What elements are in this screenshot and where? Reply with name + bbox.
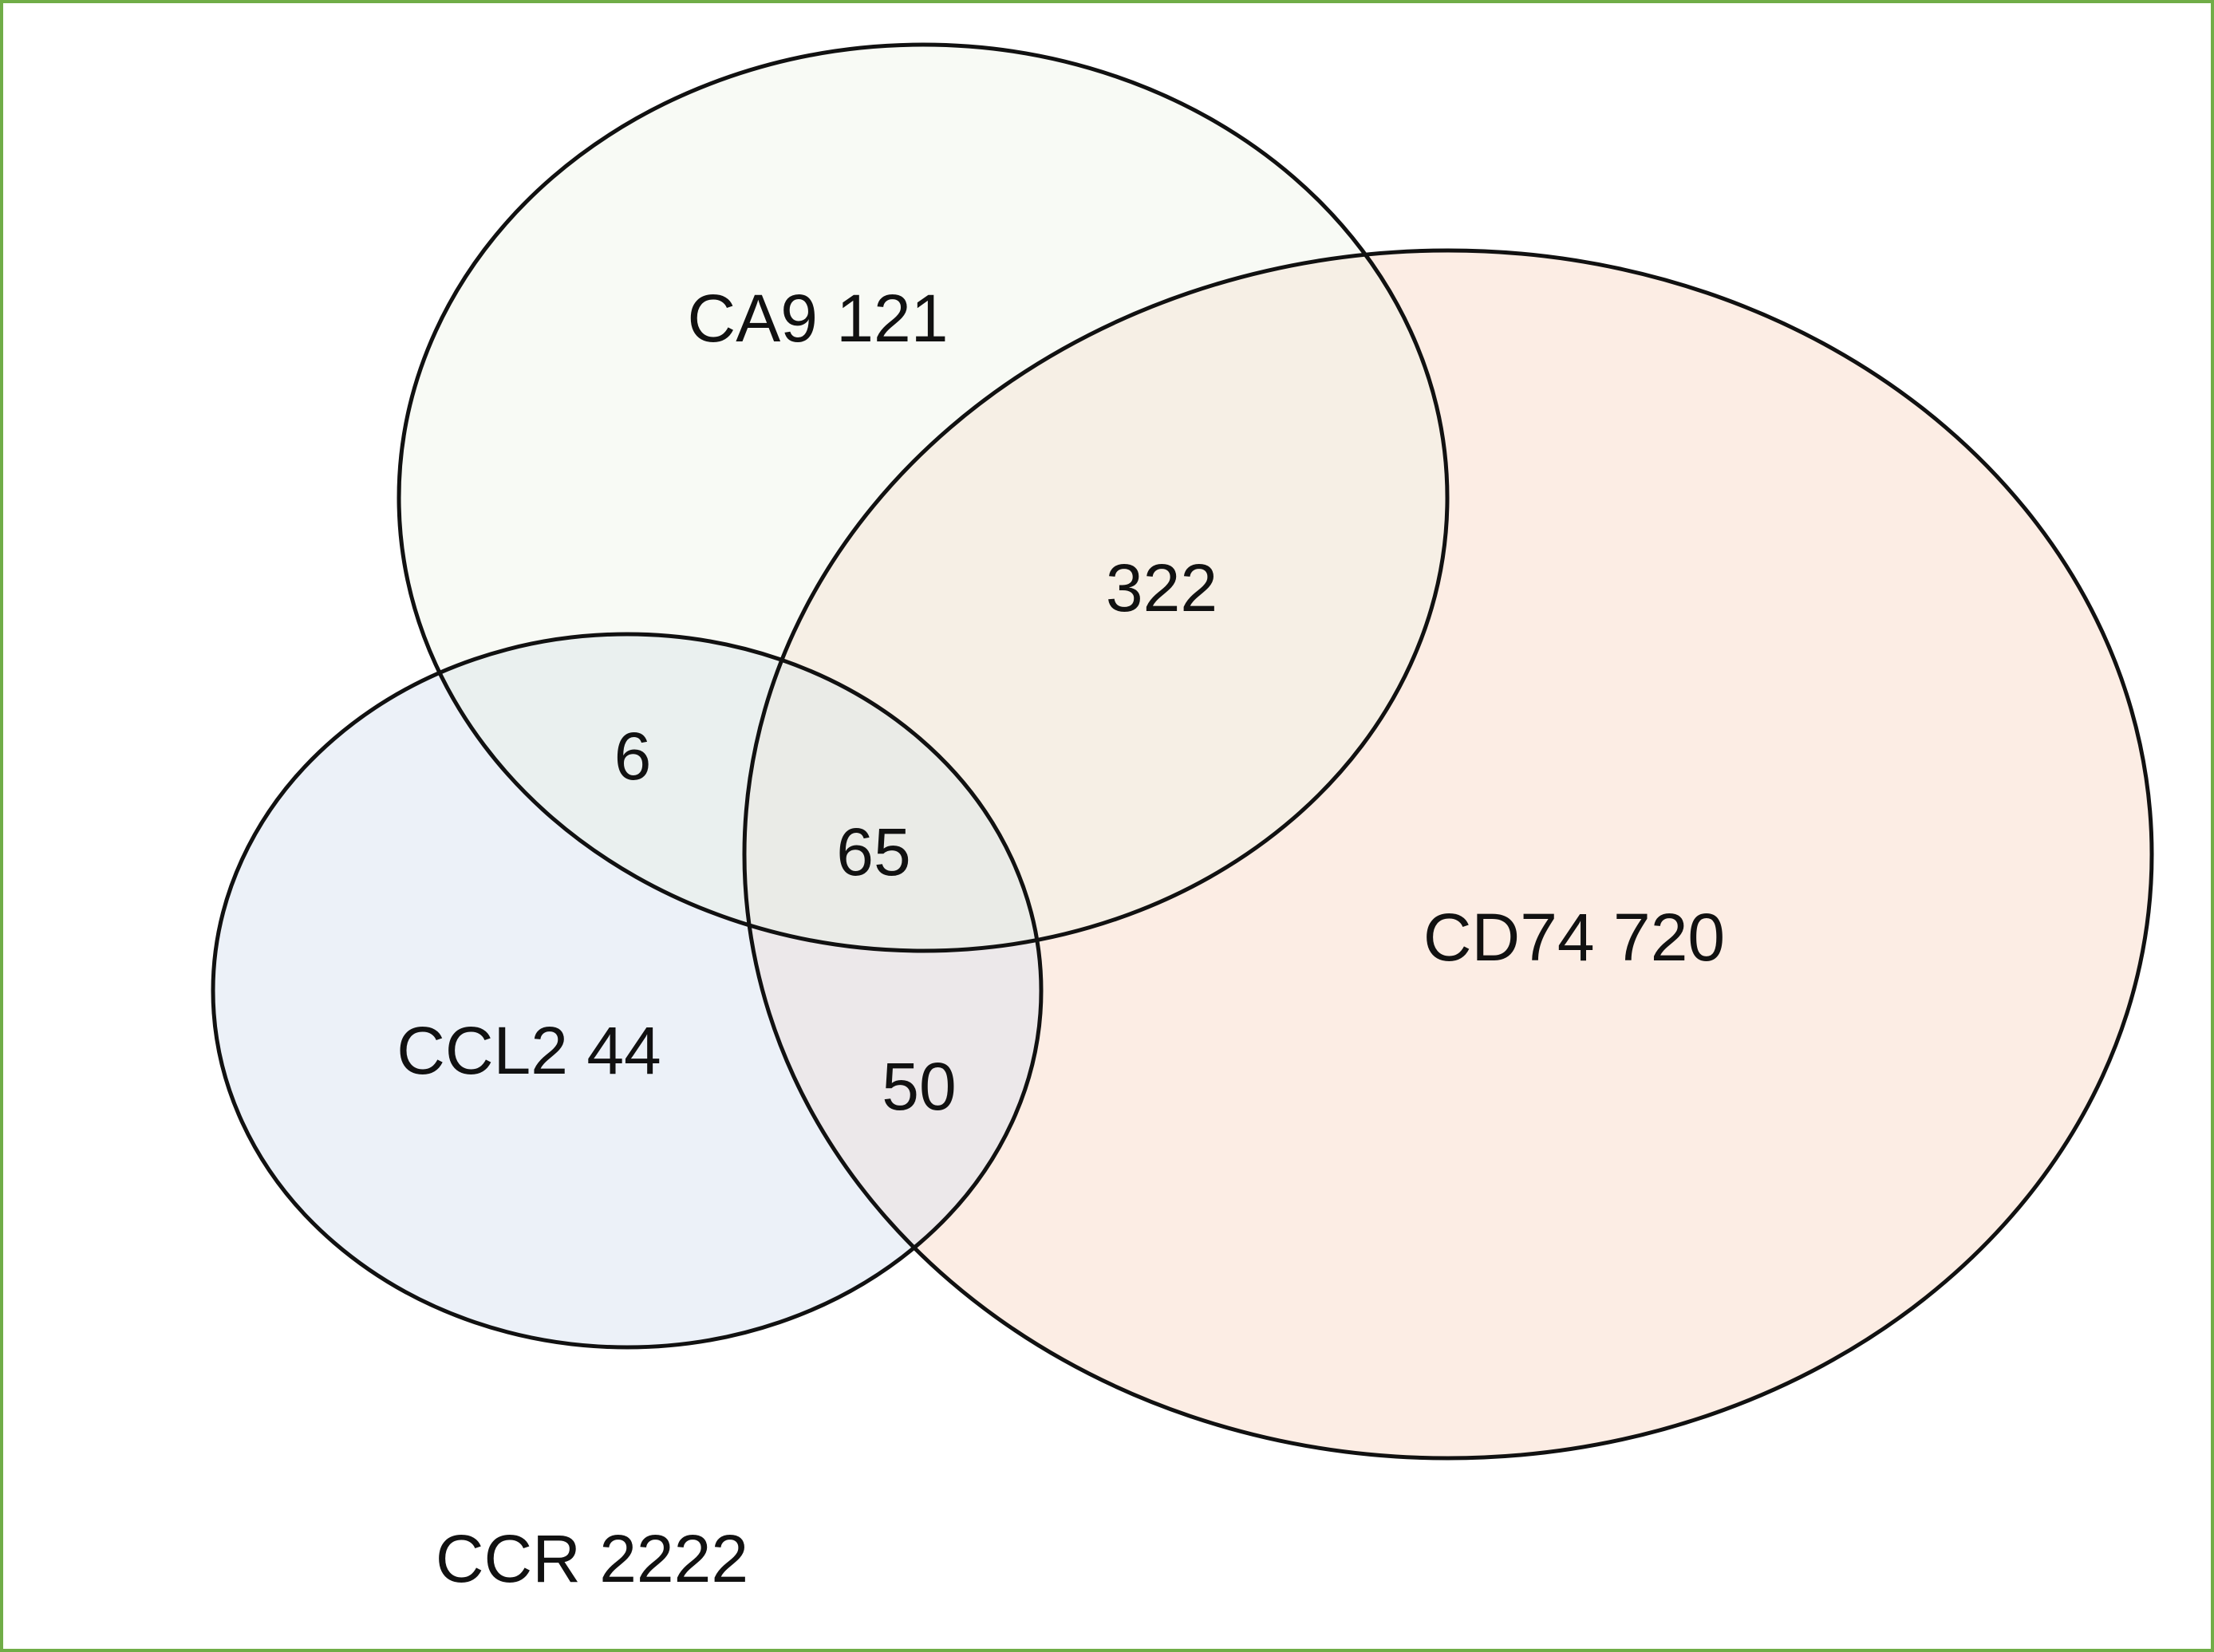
intersection-all-count: 65 bbox=[836, 814, 910, 889]
set-ca9-label: CA9 121 bbox=[688, 281, 949, 356]
intersection-ca9-ccl2-count: 6 bbox=[614, 719, 652, 794]
set-ccl2-outline bbox=[211, 632, 1044, 1350]
set-cd74-label: CD74 720 bbox=[1423, 900, 1725, 975]
intersection-ca9-cd74-count: 322 bbox=[1106, 550, 1218, 625]
intersection-ca9-cd74-region bbox=[744, 250, 1447, 951]
set-cd74-outline bbox=[742, 248, 2154, 1461]
set-ca9-outline bbox=[397, 42, 1450, 953]
universe-label: CCR 2222 bbox=[436, 1521, 748, 1596]
intersection-cd74-ccl2-count: 50 bbox=[882, 1049, 956, 1124]
intersection-all-region bbox=[744, 634, 1041, 951]
set-ccl2-label: CCL2 44 bbox=[397, 1013, 661, 1088]
